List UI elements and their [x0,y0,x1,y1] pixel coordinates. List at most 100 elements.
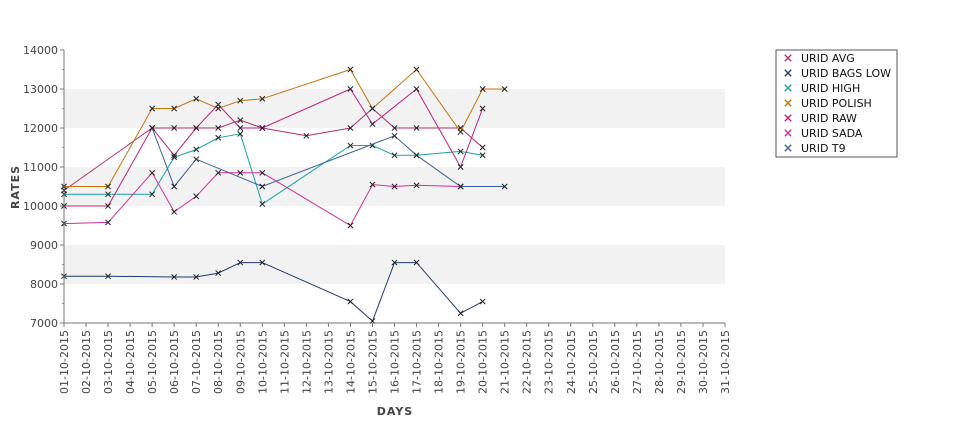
legend-marker-icon [784,99,792,107]
data-point-marker [171,208,178,215]
series-line [64,133,483,205]
data-point-marker [215,125,222,131]
x-tick-label: 09-10-2015 [234,330,247,394]
data-point-marker [413,86,420,92]
legend-marker-icon [784,84,792,92]
legend-item: URID RAW [784,112,857,125]
x-tick-label: 21-10-2015 [499,330,512,394]
data-point-marker [105,191,112,198]
data-point-marker [193,146,200,153]
data-point-marker [105,183,112,190]
y-tick-label: 13000 [23,83,58,96]
data-point-marker [237,125,244,131]
legend-label: URID HIGH [801,82,860,95]
legend-label: URID AVG [801,52,855,65]
legend-item: URID BAGS LOW [784,67,891,80]
x-tick-label: 20-10-2015 [477,330,490,394]
x-tick-label: 24-10-2015 [565,330,578,394]
legend-label: URID SADA [801,127,863,140]
data-point-marker [193,125,200,131]
x-tick-label: 11-10-2015 [278,330,291,394]
y-axis-title: RATES [9,165,22,209]
x-tick-label: 26-10-2015 [609,330,622,394]
legend-item: URID POLISH [784,97,872,110]
data-point-marker [193,193,200,200]
data-point-marker [457,183,464,190]
legend-marker-icon [784,69,792,77]
data-point-marker [193,156,200,163]
data-point-marker [171,154,178,161]
data-point-marker [391,183,398,190]
data-point-marker [193,95,200,102]
y-tick-label: 14000 [23,44,58,57]
y-tick-label: 8000 [30,278,58,291]
x-tick-label: 17-10-2015 [411,330,424,394]
data-point-marker [479,105,486,112]
data-point-marker [347,66,354,73]
legend-item: URID AVG [784,52,855,65]
x-tick-label: 14-10-2015 [344,330,357,394]
data-point-marker [501,86,508,92]
data-point-marker [413,66,420,73]
x-tick-label: 10-10-2015 [256,330,269,394]
legend-marker-icon [784,129,792,137]
data-point-marker [479,298,486,305]
data-point-marker [259,201,266,208]
data-point-marker [413,152,420,159]
x-tick-label: 15-10-2015 [366,330,379,394]
x-tick-label: 12-10-2015 [300,330,313,394]
data-point-marker [149,169,156,176]
data-point-marker [413,125,420,131]
data-point-marker [149,105,156,112]
grid-band [64,245,725,284]
data-point-marker [237,259,244,266]
data-point-marker [391,125,398,131]
x-tick-label: 13-10-2015 [322,330,335,394]
data-point-marker [237,130,244,137]
data-point-marker [259,183,266,190]
data-point-marker [369,181,376,188]
legend-marker-icon [784,144,792,152]
data-point-marker [391,132,398,139]
data-point-marker [193,274,200,280]
legend-item: URID SADA [784,127,863,140]
x-tick-label: 18-10-2015 [433,330,446,394]
data-point-marker [413,182,420,189]
y-tick-label: 9000 [30,239,58,252]
x-axis-title: DAYS [377,405,413,418]
series-urid-t9 [149,125,508,190]
legend-item: URID HIGH [784,82,860,95]
data-point-marker [259,95,266,102]
data-point-marker [171,125,178,131]
data-point-marker [105,203,112,209]
data-point-marker [105,219,112,226]
legend-label: URID RAW [801,112,857,125]
data-point-marker [215,169,222,176]
series-layer [61,66,508,325]
data-point-marker [215,101,222,108]
x-tick-label: 29-10-2015 [675,330,688,394]
data-point-marker [347,298,354,305]
x-tick-label: 02-10-2015 [80,330,93,394]
x-tick-label: 04-10-2015 [124,330,137,394]
data-point-marker [149,191,156,198]
data-point-marker [171,183,178,190]
series-urid-sada [61,169,464,229]
x-tick-label: 05-10-2015 [146,330,159,394]
series-urid-polish [61,66,508,190]
y-tick-label: 7000 [30,317,58,330]
data-point-marker [457,148,464,155]
data-point-marker [457,310,464,317]
data-point-marker [347,125,354,131]
x-tick-label: 28-10-2015 [653,330,666,394]
data-point-marker [171,152,178,159]
data-point-marker [413,259,420,266]
data-point-marker [347,86,354,92]
data-point-marker [259,169,266,176]
legend-label: URID POLISH [801,97,872,110]
series-line [63,107,483,191]
legend-item: URID T9 [784,142,846,155]
data-point-marker [105,273,112,280]
axis-ticks: 7000 8000 9000 10000 11000 12000 13000 14000 01-… [23,44,732,394]
